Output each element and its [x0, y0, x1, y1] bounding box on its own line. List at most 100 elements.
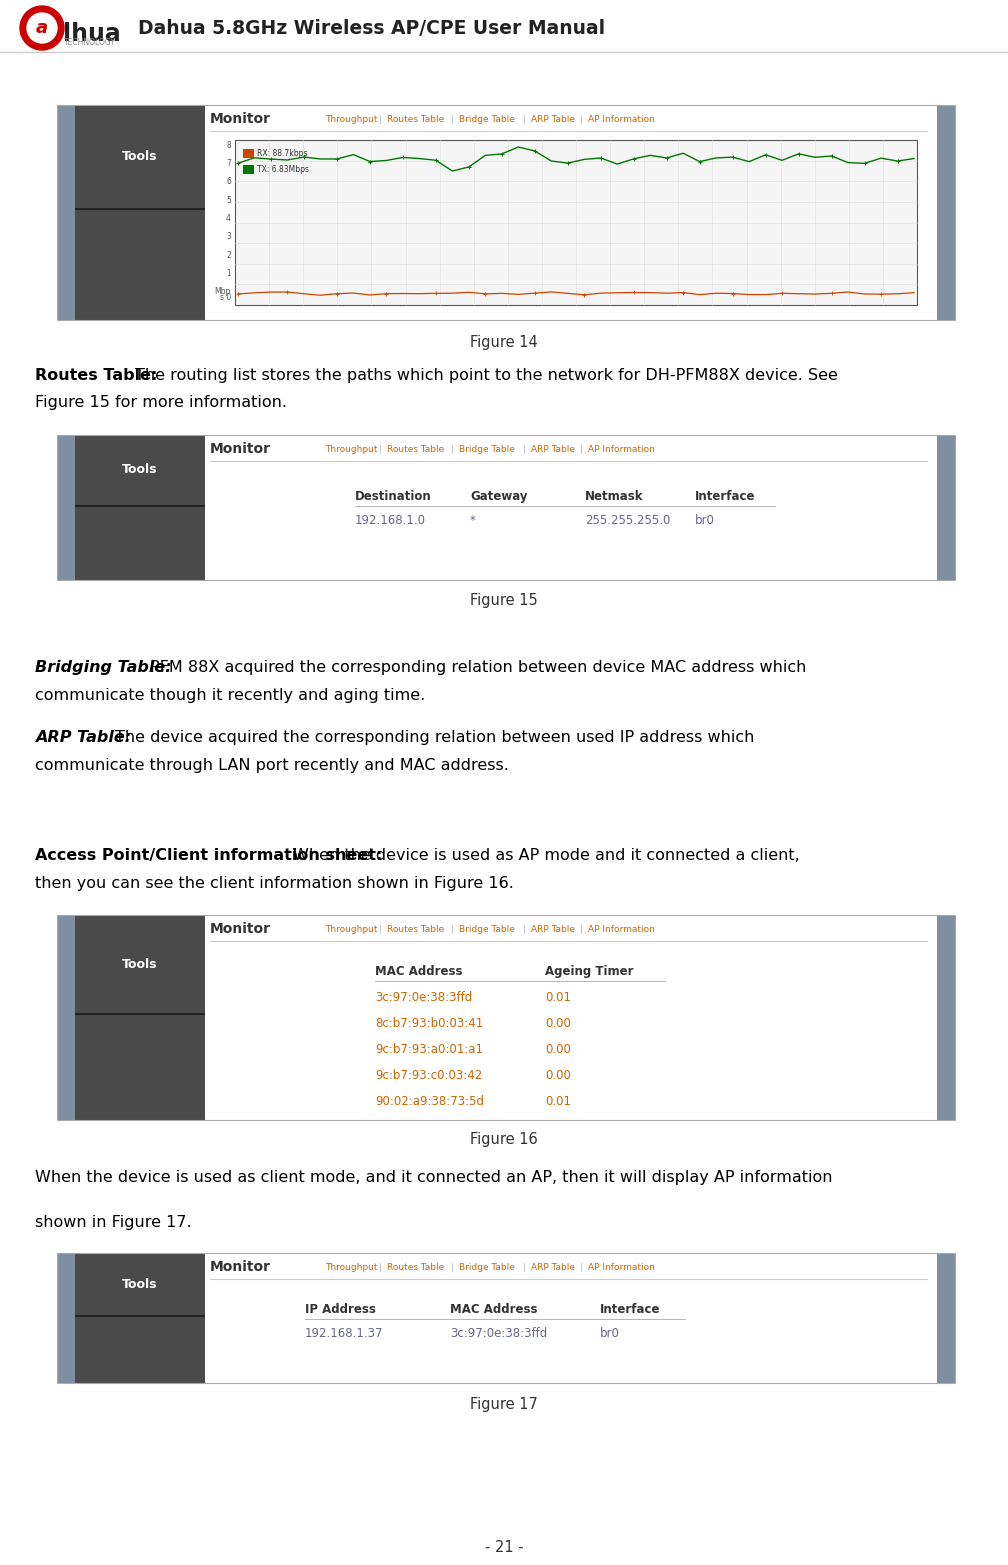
Bar — [75, 1316, 205, 1318]
Text: 8: 8 — [226, 141, 231, 150]
Text: |: | — [379, 925, 382, 933]
Text: AP Information: AP Information — [588, 444, 655, 454]
Text: Throughput: Throughput — [325, 1263, 378, 1271]
Text: Bridge Table: Bridge Table — [459, 444, 515, 454]
Bar — [937, 916, 955, 1121]
Text: 3c:97:0e:38:3ffd: 3c:97:0e:38:3ffd — [375, 991, 473, 1005]
Bar — [75, 1014, 205, 1016]
Bar — [57, 916, 75, 1121]
Text: |: | — [580, 1263, 583, 1271]
Text: 0.01: 0.01 — [545, 1096, 571, 1108]
Text: Netmask: Netmask — [585, 490, 643, 502]
Text: 0.00: 0.00 — [545, 1017, 571, 1030]
Bar — [57, 435, 75, 581]
Text: ARP Table: ARP Table — [531, 1263, 575, 1271]
Bar — [75, 105, 205, 319]
Bar — [75, 208, 205, 210]
Bar — [75, 916, 205, 1121]
Text: Routes Table:: Routes Table: — [35, 368, 157, 383]
Text: 0.00: 0.00 — [545, 1069, 571, 1081]
Text: Tools: Tools — [122, 150, 157, 163]
Text: Gateway: Gateway — [470, 490, 527, 502]
Text: Tools: Tools — [122, 1277, 157, 1291]
Text: 3c:97:0e:38:3ffd: 3c:97:0e:38:3ffd — [450, 1327, 547, 1340]
Bar — [205, 916, 937, 1121]
Text: Access Point/Client information sheet:: Access Point/Client information sheet: — [35, 848, 382, 862]
Text: ARP Table: ARP Table — [531, 444, 575, 454]
Bar — [75, 435, 205, 581]
Text: Dahua 5.8GHz Wireless AP/CPE User Manual: Dahua 5.8GHz Wireless AP/CPE User Manual — [138, 19, 605, 38]
Text: When the device is used as client mode, and it connected an AP, then it will dis: When the device is used as client mode, … — [35, 1171, 833, 1185]
Bar — [205, 1254, 937, 1383]
Text: br0: br0 — [600, 1327, 620, 1340]
Text: |: | — [451, 925, 454, 933]
Bar — [57, 1254, 955, 1383]
Text: When the device is used as AP mode and it connected a client,: When the device is used as AP mode and i… — [293, 848, 799, 862]
Text: MAC Address: MAC Address — [450, 1304, 537, 1316]
Text: IP Address: IP Address — [305, 1304, 376, 1316]
Bar — [75, 504, 205, 507]
Text: 255.255.255.0: 255.255.255.0 — [585, 513, 670, 527]
Text: 9c:b7:93:a0:01:a1: 9c:b7:93:a0:01:a1 — [375, 1042, 483, 1056]
Text: Figure 15 for more information.: Figure 15 for more information. — [35, 394, 287, 410]
Text: 2: 2 — [226, 250, 231, 260]
Text: Monitor: Monitor — [210, 113, 271, 127]
Text: AP Information: AP Information — [588, 1263, 655, 1271]
Bar — [243, 149, 254, 158]
Circle shape — [20, 6, 64, 50]
Bar — [205, 435, 937, 581]
Text: 90:02:a9:38:73:5d: 90:02:a9:38:73:5d — [375, 1096, 484, 1108]
Text: |: | — [523, 1263, 526, 1271]
Bar — [937, 435, 955, 581]
Text: Routes Table: Routes Table — [387, 1263, 445, 1271]
Text: Tools: Tools — [122, 958, 157, 970]
Bar — [57, 105, 955, 319]
Text: ARP Table:: ARP Table: — [35, 729, 131, 745]
Text: *: * — [470, 513, 476, 527]
Text: Interface: Interface — [695, 490, 756, 502]
Bar — [57, 105, 75, 319]
Text: Bridge Table: Bridge Table — [459, 1263, 515, 1271]
Bar — [75, 1254, 205, 1383]
Text: AP Information: AP Information — [588, 114, 655, 124]
Text: |: | — [580, 925, 583, 933]
Text: Interface: Interface — [600, 1304, 660, 1316]
Text: The device acquired the corresponding relation between used IP address which: The device acquired the corresponding re… — [115, 729, 754, 745]
Text: Monitor: Monitor — [210, 1260, 271, 1274]
Text: Figure 17: Figure 17 — [470, 1398, 538, 1412]
Text: |: | — [523, 114, 526, 124]
Text: TX: 6.83Mbps: TX: 6.83Mbps — [257, 166, 309, 175]
Text: 5: 5 — [226, 196, 231, 205]
Text: 0.01: 0.01 — [545, 991, 571, 1005]
Text: then you can see the client information shown in Figure 16.: then you can see the client information … — [35, 876, 514, 890]
Text: br0: br0 — [695, 513, 715, 527]
Text: 9c:b7:93:c0:03:42: 9c:b7:93:c0:03:42 — [375, 1069, 482, 1081]
Bar — [235, 139, 917, 305]
Text: Throughput: Throughput — [325, 444, 378, 454]
Bar — [57, 435, 955, 581]
Text: |: | — [523, 925, 526, 933]
Text: |: | — [451, 1263, 454, 1271]
Text: Throughput: Throughput — [325, 114, 378, 124]
Text: RX: 88.7kbps: RX: 88.7kbps — [257, 150, 307, 158]
Text: Figure 16: Figure 16 — [470, 1131, 538, 1147]
Text: lhua: lhua — [62, 22, 121, 45]
Bar — [937, 105, 955, 319]
Text: 8c:b7:93:b0:03:41: 8c:b7:93:b0:03:41 — [375, 1017, 483, 1030]
Text: s 0: s 0 — [220, 293, 231, 302]
Text: AP Information: AP Information — [588, 925, 655, 933]
Text: Figure 14: Figure 14 — [470, 335, 538, 351]
Text: |: | — [451, 114, 454, 124]
Bar — [57, 1254, 75, 1383]
Text: MAC Address: MAC Address — [375, 966, 463, 978]
Text: shown in Figure 17.: shown in Figure 17. — [35, 1214, 192, 1230]
Bar — [937, 1254, 955, 1383]
Text: Figure 15: Figure 15 — [470, 593, 538, 607]
Text: 1: 1 — [226, 269, 231, 279]
Text: |: | — [379, 114, 382, 124]
Text: |: | — [379, 444, 382, 454]
Bar — [57, 916, 955, 1121]
Text: 7: 7 — [226, 160, 231, 167]
Text: Routes Table: Routes Table — [387, 114, 445, 124]
Text: Routes Table: Routes Table — [387, 444, 445, 454]
